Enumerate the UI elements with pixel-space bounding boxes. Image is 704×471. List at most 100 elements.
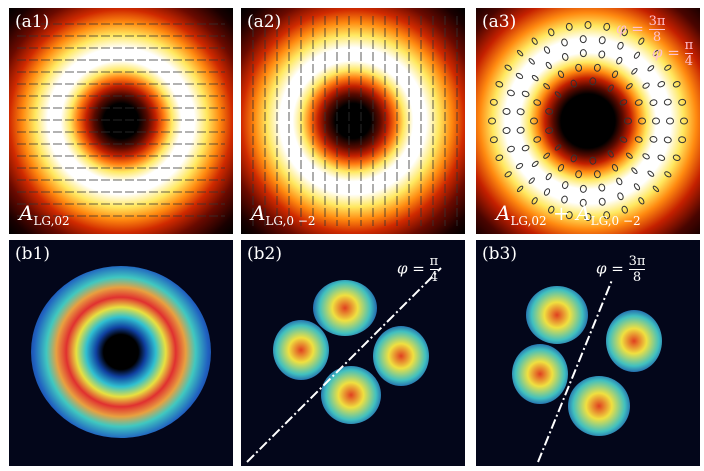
polarization-ellipse <box>663 136 672 144</box>
polarization-ellipse <box>575 63 583 72</box>
polarization-ellipse <box>616 56 623 65</box>
polarization-ellipse <box>515 162 524 170</box>
polarization-ellipse <box>638 37 645 45</box>
polarization-ellipse <box>678 98 687 106</box>
lobe <box>321 366 381 424</box>
polarization-ellipse <box>561 181 569 189</box>
polarization-ellipse <box>543 188 551 196</box>
polarization-ellipse <box>621 205 628 214</box>
polarization-ellipse <box>516 185 524 193</box>
polarization-ellipse <box>633 51 641 59</box>
polarization-ellipse <box>598 50 606 59</box>
polarization-ellipse <box>545 127 554 134</box>
polarization-ellipse <box>593 170 601 179</box>
lobe <box>273 320 329 380</box>
polarization-ellipse <box>633 183 641 191</box>
phi-label-3pi8: φ = 3π 8 <box>616 14 666 45</box>
polarization-ellipse <box>489 136 498 144</box>
polarization-ellipse <box>557 70 565 78</box>
polarization-ellipse <box>666 117 674 125</box>
polarization-ellipse <box>554 144 562 151</box>
polarization-ellipse <box>548 205 555 214</box>
polarization-ellipse <box>649 99 658 106</box>
polarization-ellipse <box>543 83 551 90</box>
polarization-ellipse <box>672 81 681 88</box>
polarization-ellipse <box>570 79 578 88</box>
ring-intensity <box>31 266 211 438</box>
panel-b1: (b1) <box>9 240 233 466</box>
polarization-ellipse <box>516 49 524 57</box>
panel-label: (b2) <box>247 244 282 264</box>
polarization-ellipse <box>603 22 611 31</box>
polarization-ellipse <box>528 177 535 184</box>
polarization-ellipse <box>521 90 530 98</box>
lobe <box>512 344 568 404</box>
polarization-ellipse <box>488 117 496 125</box>
polarization-ellipse <box>616 177 623 186</box>
polarization-ellipse <box>531 197 538 205</box>
polarization-ellipse <box>652 117 660 125</box>
polarization-ellipse <box>531 37 538 45</box>
formula: ALG,02 <box>19 201 70 228</box>
polarization-ellipse <box>543 46 551 54</box>
polarization-ellipse <box>502 127 511 134</box>
polarization-ellipse <box>631 167 638 174</box>
polarization-ellipse <box>607 150 614 158</box>
polarization-ellipse <box>589 156 597 165</box>
polarization-ellipse <box>579 184 587 193</box>
polarization-ellipse <box>589 77 597 86</box>
polarization-ellipse <box>617 41 624 50</box>
polarization-ellipse <box>561 38 568 47</box>
polarization-ellipse <box>531 160 539 168</box>
polarization-ellipse <box>579 35 587 44</box>
polarization-ellipse <box>557 164 565 172</box>
lobe <box>373 326 429 386</box>
polarization-ellipse <box>657 81 666 88</box>
polarization-ellipse <box>504 64 512 71</box>
polarization-ellipse <box>625 83 633 90</box>
polarization-ellipse <box>619 136 628 143</box>
polarization-ellipse <box>664 171 672 178</box>
polarization-ellipse <box>579 198 587 207</box>
polarization-ellipse <box>554 91 562 98</box>
polarization-ellipse <box>545 172 552 181</box>
polarization-ellipse <box>593 63 601 72</box>
polarization-ellipse <box>531 74 539 82</box>
panel-label: (a1) <box>15 12 50 32</box>
lobe <box>526 286 588 344</box>
polarization-ellipse <box>504 171 512 178</box>
polarization-ellipse <box>533 136 542 143</box>
polarization-ellipse <box>603 211 611 220</box>
vertical-polarization-arrows <box>252 16 458 226</box>
polarization-ellipse <box>516 108 525 116</box>
polarization-ellipse <box>545 61 552 70</box>
panel-b3: (b3) φ = 3π 8 <box>476 240 700 466</box>
polarization-ellipse <box>570 154 578 163</box>
axis-line <box>537 279 613 463</box>
panel-label: (a3) <box>482 12 517 32</box>
polarization-ellipse <box>565 211 573 220</box>
polarization-ellipse <box>663 98 672 106</box>
formula: ALG,02 + ALG,0 −2 <box>496 201 641 228</box>
polarization-ellipse <box>625 152 633 159</box>
horizontal-polarization-arrows <box>17 23 225 217</box>
polarization-ellipse <box>621 28 628 37</box>
polarization-ellipse <box>561 195 568 204</box>
polarization-ellipse <box>561 53 569 61</box>
polarization-ellipse <box>619 99 628 106</box>
polarization-ellipse <box>548 28 555 37</box>
polarization-ellipse <box>611 70 619 78</box>
lobe <box>606 310 662 372</box>
polarization-ellipse <box>489 98 498 106</box>
panel-label: (b1) <box>15 244 50 264</box>
polarization-ellipse <box>642 153 650 160</box>
polarization-ellipse <box>584 213 592 221</box>
polarization-ellipse <box>657 154 666 161</box>
panel-label: (b3) <box>482 244 517 264</box>
polarization-ellipse <box>584 21 592 29</box>
polarization-ellipse <box>495 154 504 161</box>
